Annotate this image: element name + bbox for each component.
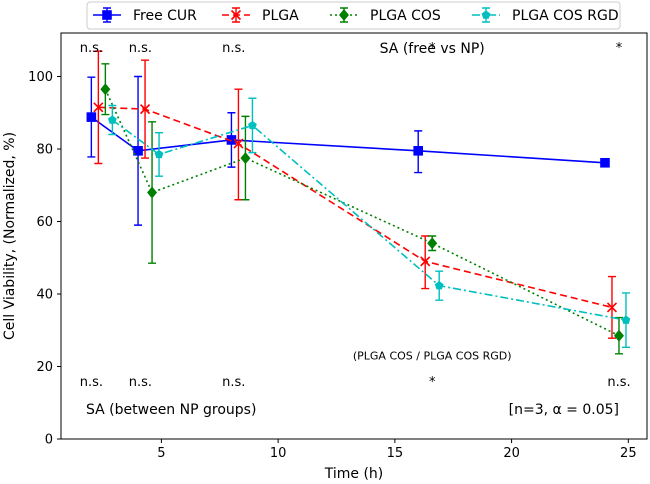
legend: Free CUR PLGA PLGA COS PLGA COS RGD (86, 1, 621, 30)
bottom-significance-mark: n.s. (129, 375, 152, 390)
data-point (248, 120, 257, 130)
data-point (613, 329, 624, 342)
legend-item: Free CUR (93, 7, 197, 24)
data-point (93, 102, 104, 113)
legend-marker (102, 10, 112, 20)
annotation-sa-free-vs-np: SA (free vs NP) (380, 41, 485, 57)
plot-frame (60, 32, 648, 440)
y-tick-label: 100 (28, 70, 53, 85)
data-point (154, 149, 164, 159)
data-point (240, 152, 251, 165)
x-tick-label: 15 (387, 446, 404, 461)
series-free-cur (86, 75, 610, 226)
top-significance-mark: n.s. (129, 41, 152, 56)
data-point (226, 135, 237, 145)
y-axis-label: Cell Viability, (Normalized, %) (2, 132, 18, 340)
data-point (434, 281, 444, 290)
data-point (427, 237, 438, 250)
top-significance-mark: * (429, 41, 436, 56)
series-layer (86, 50, 631, 355)
x-tick-label: 20 (503, 446, 520, 461)
annotations-layer: n.s. n.s. n.s. * * n.s. n.s. n.s. * n.s. (80, 41, 631, 390)
y-tick-label: 60 (36, 215, 53, 230)
y-tick-label: 20 (36, 360, 53, 375)
legend-label: PLGA COS (370, 8, 441, 24)
data-point (147, 186, 158, 199)
top-significance-mark: n.s. (80, 41, 103, 56)
legend-items: Free CUR PLGA PLGA COS PLGA COS RGD (93, 7, 619, 24)
legend-marker (230, 9, 242, 21)
annotation-plga-cos-vs-rgd: (PLGA COS / PLGA COS RGD) (353, 349, 512, 362)
bottom-significance-mark: n.s. (607, 375, 630, 390)
data-point (133, 146, 143, 156)
series-plga (93, 50, 618, 339)
x-tick-label: 25 (620, 446, 637, 461)
y-tick-label: 0 (45, 433, 53, 448)
top-significance-mark: * (616, 41, 623, 56)
series-line (104, 88, 620, 337)
y-axis-ticks: 0 20 40 60 80 100 (28, 70, 61, 448)
annotation-sample-info: [n=3, α = 0.05] (509, 402, 619, 418)
data-point (606, 302, 618, 313)
bottom-significance-mark: * (429, 375, 436, 390)
y-tick-label: 80 (36, 143, 53, 158)
data-point (139, 104, 151, 115)
bottom-significance-mark: n.s. (80, 375, 103, 390)
data-point (86, 112, 97, 122)
bottom-significance-mark: n.s. (222, 375, 245, 390)
x-tick-label: 5 (157, 446, 165, 461)
data-point (233, 138, 244, 149)
legend-marker (481, 10, 491, 19)
legend-marker (339, 9, 349, 21)
x-axis-ticks: 5 10 15 20 25 (157, 439, 637, 461)
legend-label: PLGA (262, 8, 299, 24)
data-point (420, 256, 431, 267)
legend-label: Free CUR (133, 8, 197, 24)
series-plga-cos-rgd (107, 97, 631, 348)
annotation-sa-between-np-groups: SA (between NP groups) (86, 402, 256, 418)
top-significance-mark: n.s. (222, 41, 245, 56)
legend-label: PLGA COS RGD (512, 8, 619, 24)
data-point (621, 315, 631, 324)
data-point (413, 146, 424, 156)
data-point (100, 83, 111, 96)
legend-item: PLGA COS RGD (472, 7, 619, 24)
data-point (107, 115, 117, 124)
series-plga-cos (100, 63, 624, 355)
legend-item: PLGA COS (330, 7, 441, 24)
data-point (600, 157, 610, 168)
x-axis-label: Time (h) (324, 466, 384, 482)
x-tick-label: 10 (270, 446, 287, 461)
y-tick-label: 40 (36, 288, 53, 303)
legend-item: PLGA (222, 7, 299, 24)
